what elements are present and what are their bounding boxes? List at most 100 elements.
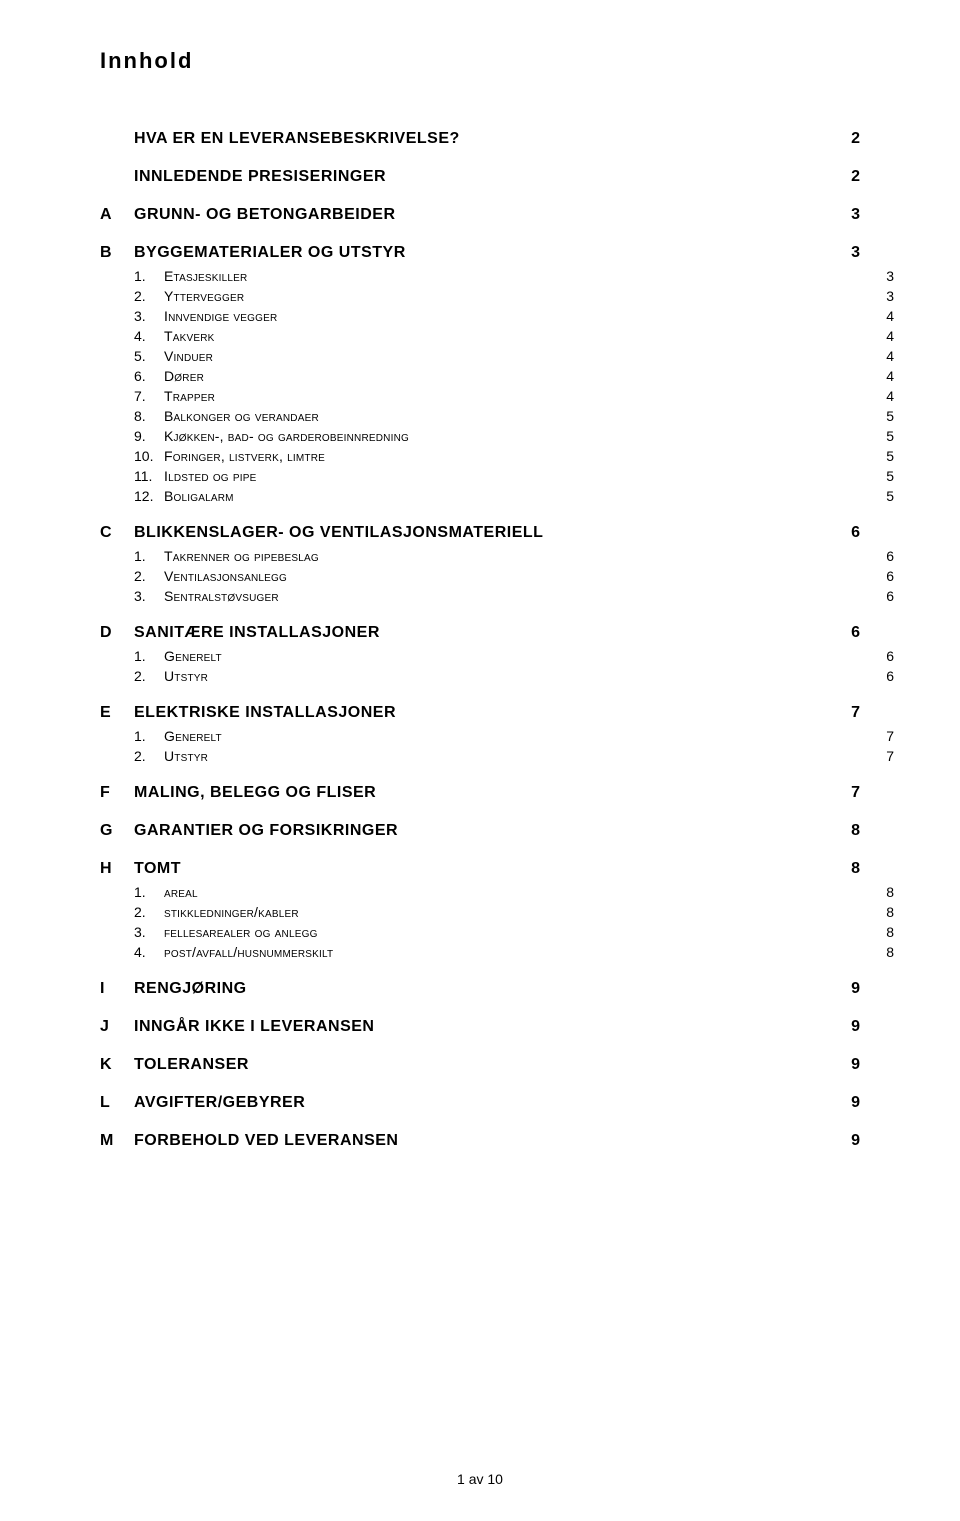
toc-row-left: 3.Innvendige vegger [134,308,874,324]
toc-subitem-label: Vinduer [164,348,213,364]
toc-page-number: 6 [840,524,860,542]
toc-heading: KTOLERANSER9 [100,1056,860,1074]
toc-page-number: 6 [874,568,894,584]
toc-subitem-label: Takrenner og pipebeslag [164,548,319,564]
toc-subitem: 2.stikkledninger/kabler8 [100,904,894,920]
toc-page-number: 8 [874,904,894,920]
toc-subitem-number: 5. [134,348,164,364]
toc-subitem-label: stikkledninger/kabler [164,904,299,920]
page-footer: 1 av 10 [0,1471,960,1487]
toc-subitem-label: Balkonger og verandaer [164,408,319,424]
toc-heading-label: BYGGEMATERIALER OG UTSTYR [134,244,406,262]
toc-heading-label: BLIKKENSLAGER- OG VENTILASJONSMATERIELL [134,524,543,542]
toc-row-left: IRENGJØRING [100,980,840,998]
toc-page-number: 5 [874,468,894,484]
toc-page-number: 7 [840,704,860,722]
toc-subitem: 5.Vinduer4 [100,348,894,364]
toc-subitem: 1.Etasjeskiller3 [100,268,894,284]
toc-page-number: 9 [840,1132,860,1150]
toc-subitem: 11.Ildsted og pipe5 [100,468,894,484]
toc-subitem: 6.Dører4 [100,368,894,384]
toc-row-left: 5.Vinduer [134,348,874,364]
toc-heading-label: ELEKTRISKE INSTALLASJONER [134,704,396,722]
toc-row-left: EELEKTRISKE INSTALLASJONER [100,704,840,722]
toc-subitem-number: 4. [134,328,164,344]
toc-row-left: 8.Balkonger og verandaer [134,408,874,424]
toc-row-left: 10.Foringer, listverk, limtre [134,448,874,464]
toc-heading-prefix: B [100,244,134,262]
toc-row-left: 2.Utstyr [134,668,874,684]
toc-subitem-label: Takverk [164,328,215,344]
toc-row-left: MFORBEHOLD VED LEVERANSEN [100,1132,840,1150]
toc-heading-prefix: G [100,822,134,840]
toc-subitem: 3.Innvendige vegger4 [100,308,894,324]
toc-heading: LAVGIFTER/GEBYRER9 [100,1094,860,1112]
toc-subitem-label: Sentralstøvsuger [164,588,279,604]
toc-row-left: 3.fellesarealer og anlegg [134,924,874,940]
toc-subitem-number: 10. [134,448,164,464]
toc-page-number: 6 [840,624,860,642]
toc-heading-label: GARANTIER OG FORSIKRINGER [134,822,398,840]
toc-row-left: 1.Etasjeskiller [134,268,874,284]
toc-heading: EELEKTRISKE INSTALLASJONER7 [100,704,860,722]
toc-page-number: 9 [840,980,860,998]
toc-heading-label: INNLEDENDE PRESISERINGER [134,168,386,186]
toc-page-number: 5 [874,408,894,424]
toc-page-number: 6 [874,648,894,664]
toc-row-left: 11.Ildsted og pipe [134,468,874,484]
toc-heading-prefix: C [100,524,134,542]
toc-page-number: 4 [874,328,894,344]
toc-subitem-label: Foringer, listverk, limtre [164,448,325,464]
toc-heading: CBLIKKENSLAGER- OG VENTILASJONSMATERIELL… [100,524,860,542]
toc-row-left: KTOLERANSER [100,1056,840,1074]
table-of-contents: HVA ER EN LEVERANSEBESKRIVELSE?2INNLEDEN… [100,130,860,1150]
toc-page-number: 6 [874,588,894,604]
toc-page-number: 4 [874,368,894,384]
toc-subitem: 2.Ventilasjonsanlegg6 [100,568,894,584]
toc-heading-label: TOLERANSER [134,1056,249,1074]
toc-subitem-number: 8. [134,408,164,424]
toc-row-left: JINNGÅR IKKE I LEVERANSEN [100,1018,840,1036]
toc-subitem-number: 12. [134,488,164,504]
toc-heading-prefix: L [100,1094,134,1112]
toc-row-left: 4.post/avfall/husnummerskilt [134,944,874,960]
toc-subitem-label: Utstyr [164,668,208,684]
toc-subitem-number: 3. [134,308,164,324]
toc-row-left: 2.Ventilasjonsanlegg [134,568,874,584]
toc-page-number: 2 [840,168,860,186]
toc-subitem: 1.Generelt7 [100,728,894,744]
toc-subitem-number: 1. [134,548,164,564]
toc-subitem-number: 7. [134,388,164,404]
toc-row-left: 9.Kjøkken-, bad- og garderobeinnredning [134,428,874,444]
toc-page-number: 7 [840,784,860,802]
toc-heading-label: SANITÆRE INSTALLASJONER [134,624,380,642]
toc-page-number: 5 [874,448,894,464]
toc-subitem-label: Kjøkken-, bad- og garderobeinnredning [164,428,409,444]
toc-subitem-label: Etasjeskiller [164,268,247,284]
toc-heading: MFORBEHOLD VED LEVERANSEN9 [100,1132,860,1150]
toc-heading-prefix: A [100,206,134,224]
page-title: Innhold [100,48,860,74]
toc-subitem: 2.Utstyr7 [100,748,894,764]
toc-heading-label: FORBEHOLD VED LEVERANSEN [134,1132,398,1150]
toc-heading-label: INNGÅR IKKE I LEVERANSEN [134,1018,374,1036]
toc-heading: GGARANTIER OG FORSIKRINGER8 [100,822,860,840]
toc-subitem-number: 2. [134,748,164,764]
toc-row-left: 2.stikkledninger/kabler [134,904,874,920]
toc-subitem-number: 2. [134,904,164,920]
toc-row-left: AGRUNN- OG BETONGARBEIDER [100,206,840,224]
toc-page-number: 4 [874,308,894,324]
toc-page-number: 9 [840,1056,860,1074]
toc-subitem-number: 1. [134,268,164,284]
toc-heading: AGRUNN- OG BETONGARBEIDER3 [100,206,860,224]
toc-subitem-label: Utstyr [164,748,208,764]
toc-subitem: 4.Takverk 4 [100,328,894,344]
toc-page-number: 8 [874,884,894,900]
toc-heading-prefix: F [100,784,134,802]
toc-subitem: 1.Takrenner og pipebeslag6 [100,548,894,564]
toc-page-number: 3 [874,268,894,284]
toc-subitem-label: Innvendige vegger [164,308,277,324]
toc-subitem: 1.Generelt6 [100,648,894,664]
toc-row-left: 6.Dører [134,368,874,384]
toc-row-left: CBLIKKENSLAGER- OG VENTILASJONSMATERIELL [100,524,840,542]
